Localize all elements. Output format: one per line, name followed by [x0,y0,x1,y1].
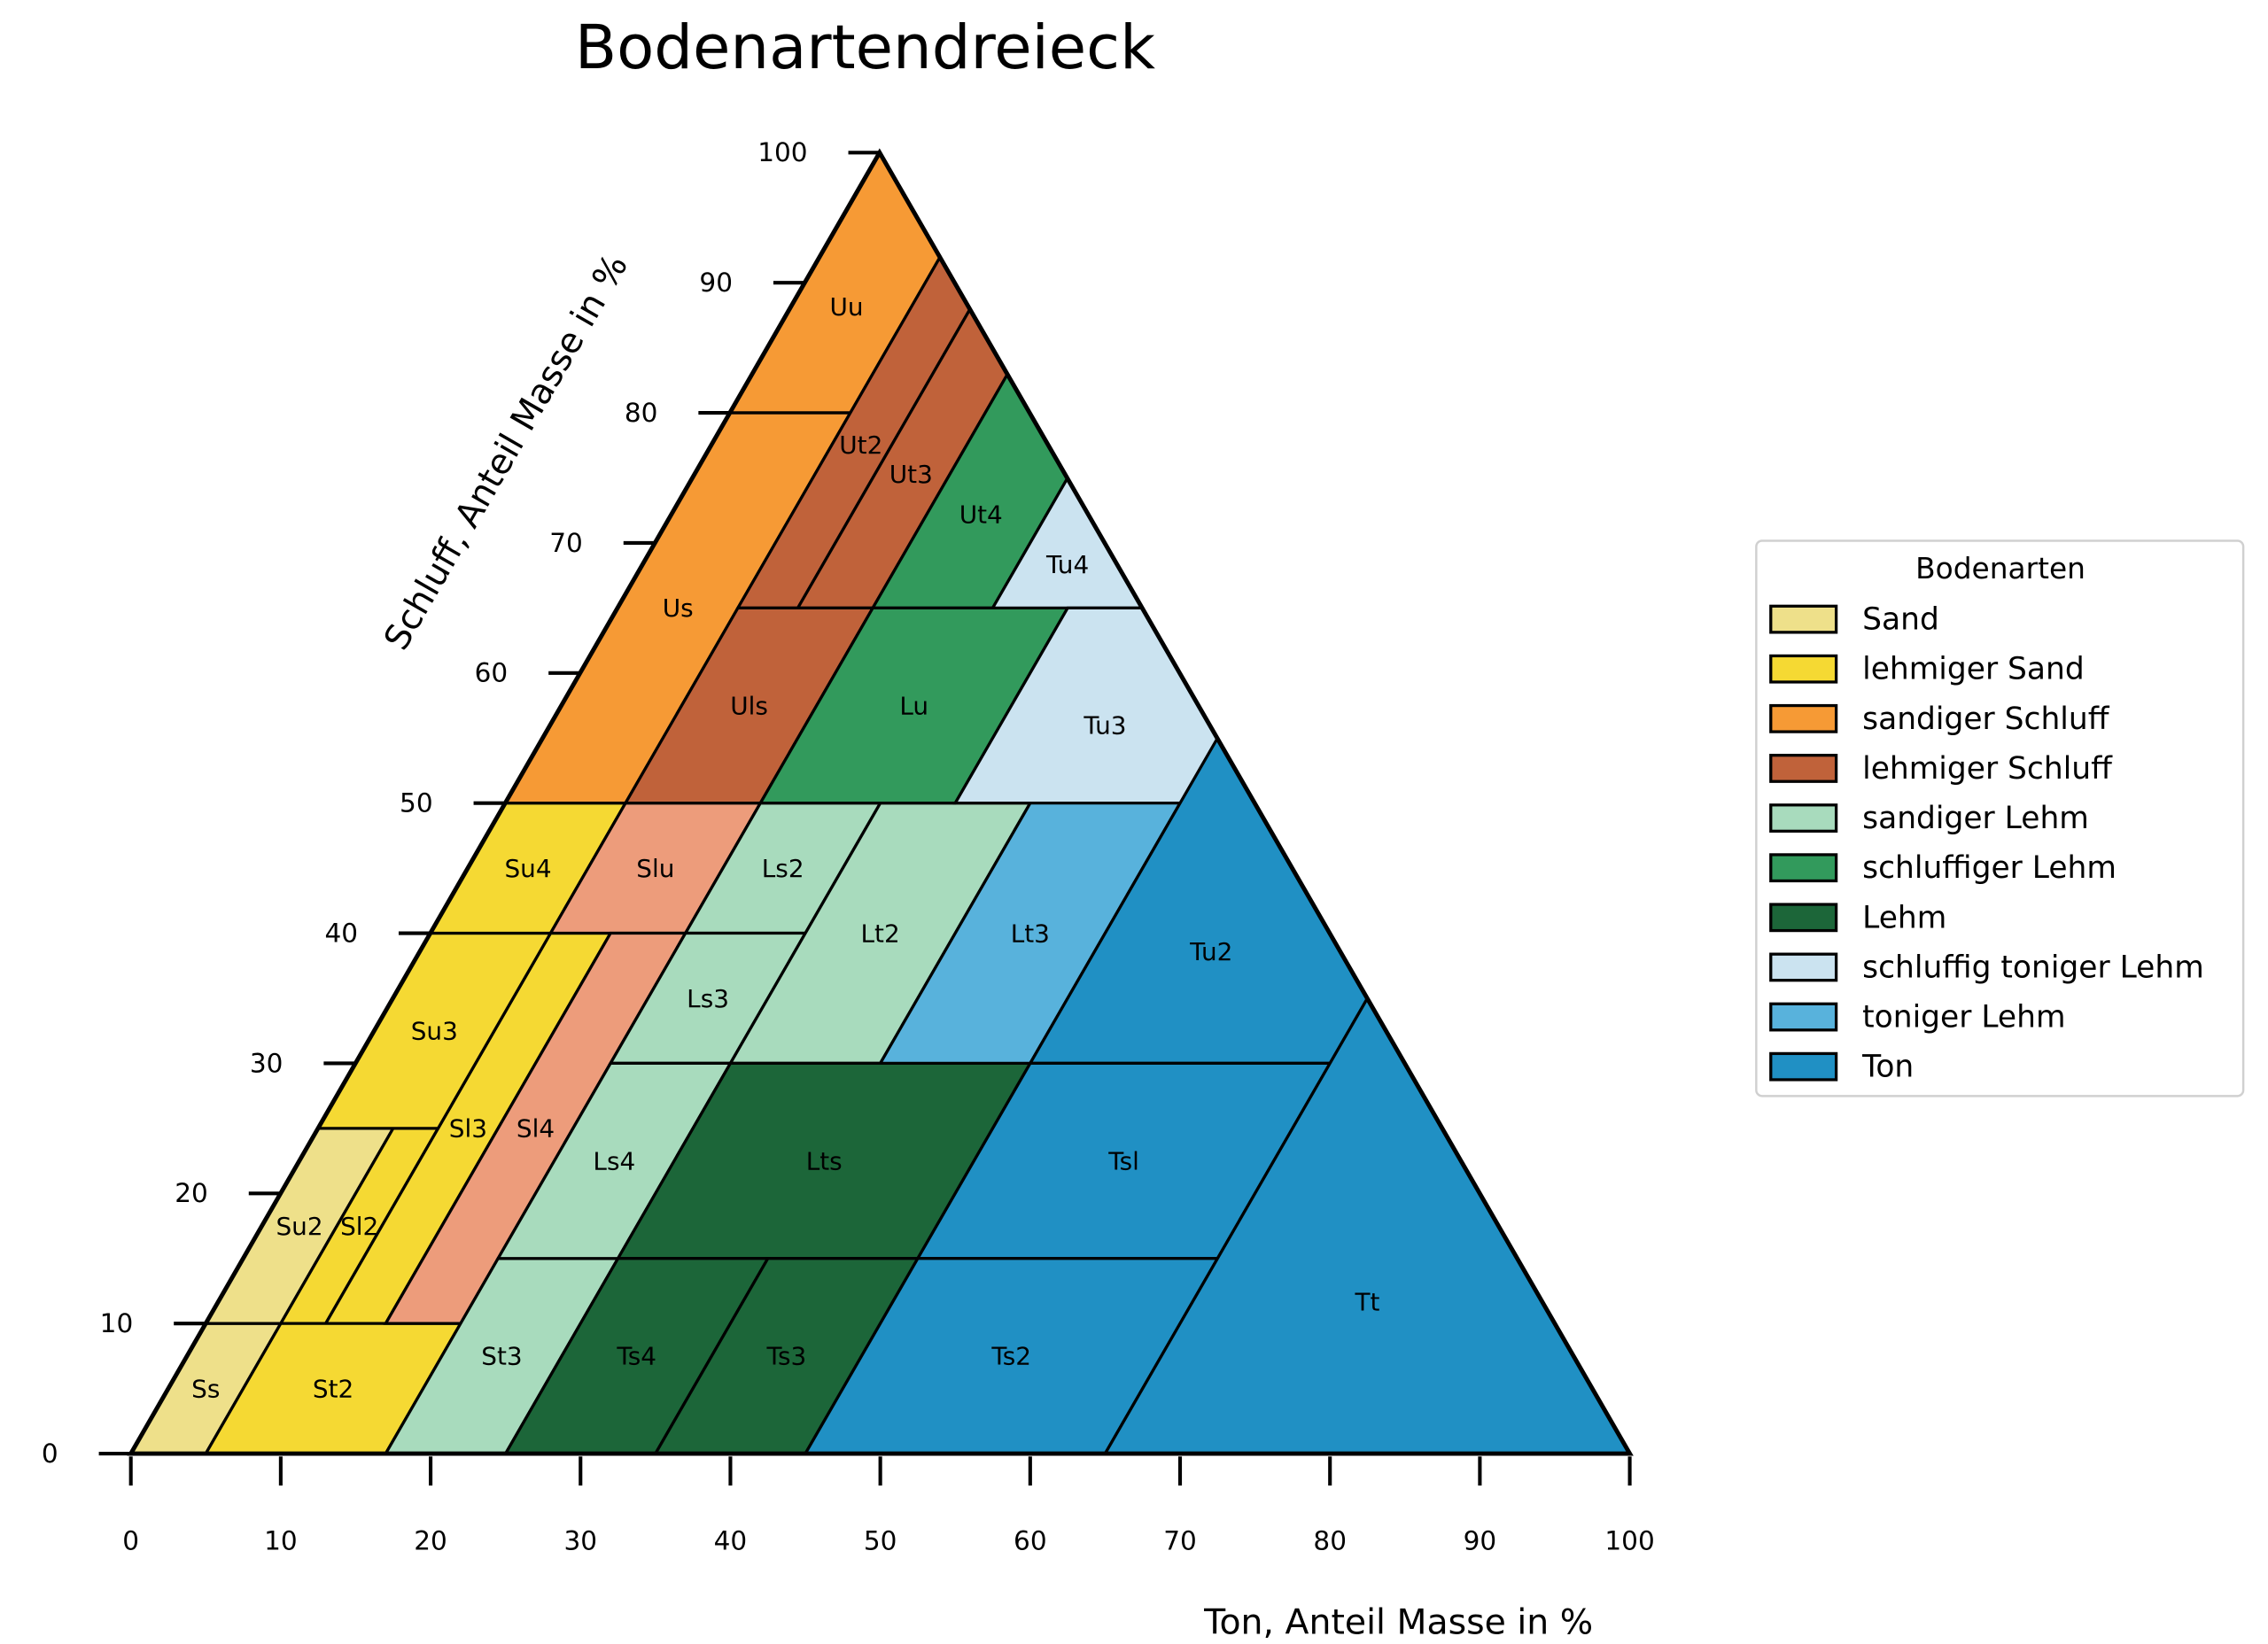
region-label-su4: Su4 [504,854,551,883]
legend-frame [1755,539,2245,1097]
region-label-st3: St3 [481,1342,522,1371]
y-tick-label: 10 [100,1308,134,1338]
region-label-lt3: Lt3 [1011,919,1050,948]
region-label-uu: Uu [830,292,864,322]
y-tick-label: 60 [475,658,509,688]
legend-label: sandiger Lehm [1862,801,2089,836]
region-label-st2: St2 [313,1374,353,1403]
region-label-uls: Uls [730,691,768,720]
region-label-ut3: Ut3 [889,460,933,489]
legend-title: Bodenarten [1915,552,2085,585]
y-tick-label: 80 [625,398,658,428]
region-label-ts3: Ts3 [766,1342,807,1371]
region-label-slu: Slu [636,854,674,883]
legend-swatch [1769,803,1838,833]
x-axis-ticks: 0 10 20 30 40 50 60 70 80 90 100 [122,1456,1655,1555]
region-label-ls4: Ls4 [593,1146,635,1175]
x-tick-label: 90 [1464,1525,1497,1555]
x-tick-label: 0 [122,1525,139,1555]
x-tick-label: 40 [714,1525,748,1555]
y-tick-label: 20 [175,1178,208,1208]
region-label-ls2: Ls2 [762,854,804,883]
x-tick-label: 30 [563,1525,597,1555]
legend-swatch [1769,654,1838,684]
legend-label: sandiger Schluff [1862,702,2110,737]
x-tick-label: 100 [1604,1525,1654,1555]
region-label-tt: Tt [1355,1288,1380,1317]
region-label-sl3: Sl3 [449,1114,487,1144]
region-label-lt2: Lt2 [861,919,900,948]
x-tick-label: 70 [1163,1525,1197,1555]
region-label-ut2: Ut2 [839,430,882,460]
legend-swatch [1769,754,1838,783]
legend-swatch [1769,703,1838,733]
x-tick-label: 20 [414,1525,447,1555]
region-label-su3: Su3 [411,1017,458,1046]
y-tick-label: 70 [549,528,583,558]
y-tick-label: 40 [324,918,358,948]
legend-label: Ton [1861,1050,1914,1085]
region-label-ls3: Ls3 [687,984,729,1013]
legend-swatch [1769,903,1838,933]
legend-label: schluffig toniger Lehm [1862,950,2204,985]
legend-label: lehmiger Schluff [1862,751,2113,787]
chart-title: Bodenartendreieck [575,12,1155,83]
y-axis-label: Schluff, Anteil Masse in % [377,247,636,656]
legend: Bodenarten Sand lehmiger Sand sandiger Sch… [1755,539,2245,1097]
legend-swatch [1769,853,1838,883]
legend-label: Sand [1862,602,1939,638]
region-labels: Ss Su2 Sl2 Sl3 St2 Su3 Su4 Slu Sl4 St3 Ls2 Ls3 Ls4 Lt… [191,292,1379,1403]
legend-swatch [1769,1002,1838,1032]
y-tick-label: 90 [699,268,733,298]
region-label-ss: Ss [191,1374,220,1403]
x-tick-label: 50 [864,1525,897,1555]
legend-swatch [1769,1051,1838,1082]
legend-label: schluffiger Lehm [1862,850,2117,886]
region-label-ts2: Ts2 [990,1342,1031,1371]
region-label-tu3: Tu3 [1083,710,1126,740]
legend-label: lehmiger Sand [1862,652,2085,687]
y-tick-label: 100 [757,137,807,167]
region-label-tu4: Tu4 [1045,550,1089,579]
legend-items: Sand lehmiger Sand sandiger Schluff lehmige… [1769,602,2204,1085]
region-label-us: Us [663,593,694,623]
legend-label: Lehm [1862,900,1946,935]
legend-label: toniger Lehm [1862,1000,2065,1035]
x-axis-label: Ton, Anteil Masse in % [1203,1602,1593,1643]
y-tick-label: 50 [400,788,433,818]
x-tick-label: 80 [1313,1525,1347,1555]
region-label-lu: Lu [899,691,928,720]
region-label-tu2: Tu2 [1189,937,1232,966]
region-label-sl2: Sl2 [340,1212,378,1241]
x-tick-label: 60 [1014,1525,1047,1555]
legend-swatch [1769,604,1838,634]
region-label-lts: Lts [806,1146,843,1175]
y-axis-ticks: 0 10 20 30 40 50 60 70 80 90 100 [42,137,881,1469]
region-label-ts4: Ts4 [616,1342,656,1371]
x-tick-label: 10 [264,1525,298,1555]
region-label-tsl: Tsl [1107,1146,1139,1175]
region-label-su2: Su2 [276,1212,322,1241]
region-label-ut4: Ut4 [959,500,1003,530]
y-tick-label: 0 [42,1438,58,1469]
regions [128,150,1633,1455]
region-label-sl4: Sl4 [517,1114,555,1144]
y-tick-label: 30 [250,1048,284,1078]
legend-swatch [1769,952,1838,982]
